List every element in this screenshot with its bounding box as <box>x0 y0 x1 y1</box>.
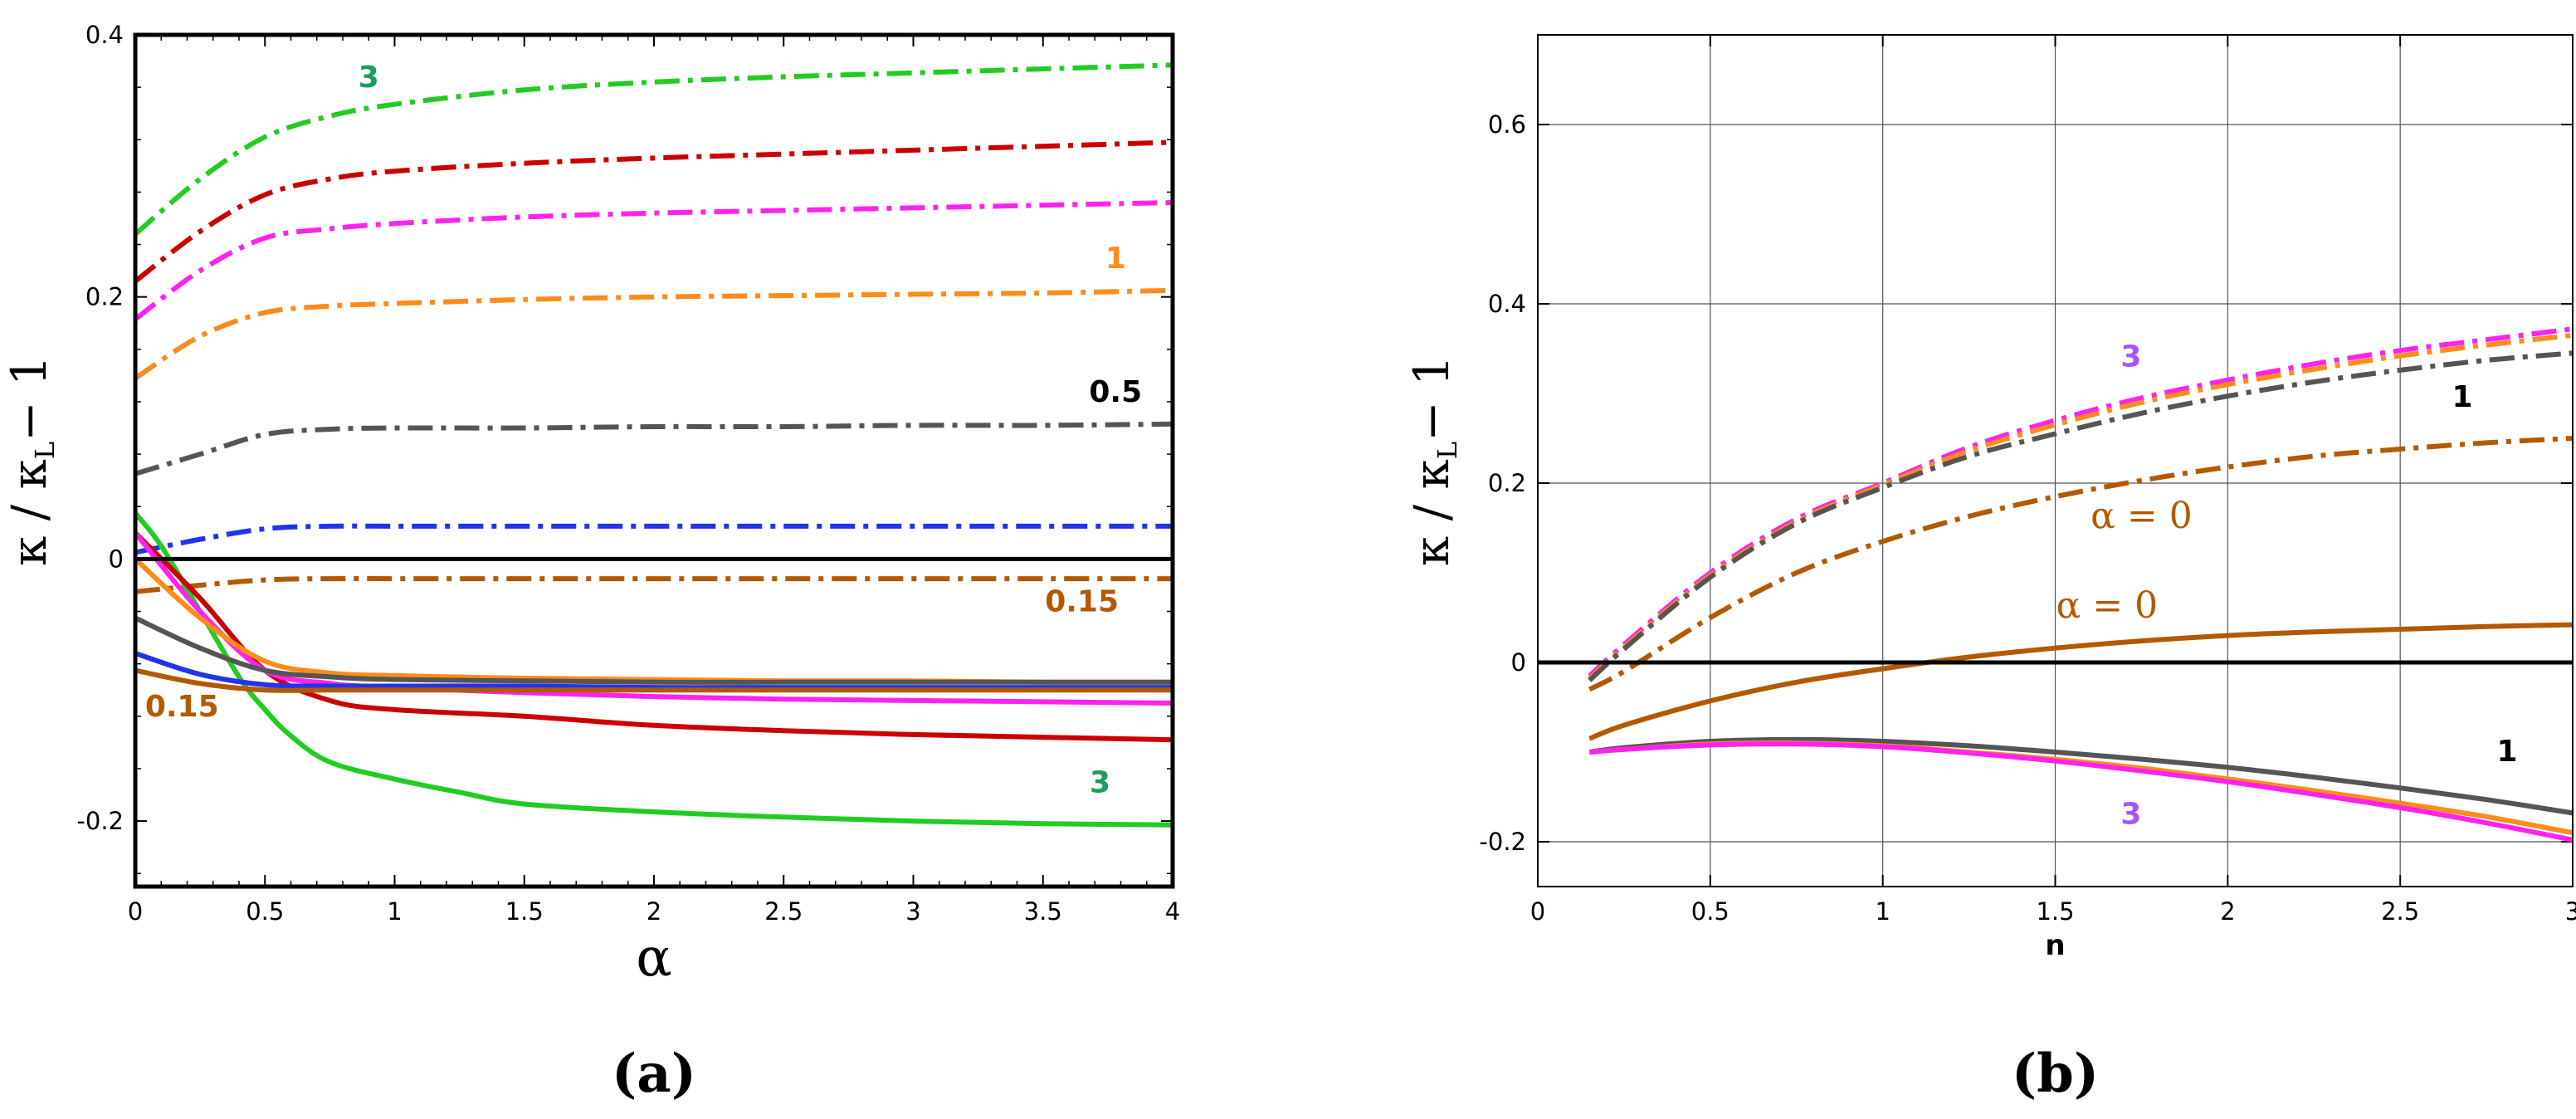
annotation-label: 0.15 <box>1045 585 1119 619</box>
series-line <box>134 200 1173 321</box>
chart-b-tick-labels: 0 0.5 1 1.5 2 2.5 3 -0.2 0 0.2 0.4 0.6 <box>1479 110 2576 926</box>
chart-b-x-axis-label: n <box>2045 929 2065 962</box>
y-tick-label: 0 <box>1511 648 1526 677</box>
panel-label-b: (b) <box>2012 1043 2099 1105</box>
y-tick-label: 0.2 <box>85 283 124 311</box>
y-tick-label: -0.2 <box>76 807 124 835</box>
chart-a-series <box>133 62 1173 828</box>
chart-a-x-axis-label: α <box>636 927 671 989</box>
series-line <box>134 287 1173 381</box>
y-tick-label: -0.2 <box>1479 828 1526 856</box>
series-line <box>1588 326 2574 678</box>
chart-a-annotations: 3 1 0.5 0.15 0.15 3 <box>145 61 1142 799</box>
annotation-label: 3 <box>359 61 379 95</box>
series-line <box>134 615 1173 685</box>
series-line <box>134 62 1173 237</box>
series-line <box>134 575 1173 594</box>
annotation-label: α = 0 <box>2056 584 2159 627</box>
x-tick-label: 3 <box>2565 897 2576 926</box>
annotation-label: 3 <box>2120 340 2141 374</box>
annotation-label: 3 <box>1090 765 1110 799</box>
panel-label-a: (a) <box>612 1043 696 1105</box>
ylabel-tail: − 1 <box>1 355 57 442</box>
series-line <box>1588 622 2574 741</box>
series-line <box>1588 350 2574 682</box>
ylabel-sub: L <box>1432 442 1463 459</box>
annotation-label: 1 <box>1105 242 1126 276</box>
x-tick-label: 1.5 <box>2036 897 2074 926</box>
x-tick-label: 2.5 <box>764 897 803 926</box>
x-tick-label: 2.5 <box>2381 897 2419 926</box>
series-line <box>133 511 1173 828</box>
y-tick-label: 0.4 <box>85 21 124 49</box>
y-tick-label: 0.2 <box>1488 469 1526 497</box>
x-tick-label: 0 <box>128 897 143 926</box>
ylabel-kappa: κ <box>1403 536 1460 566</box>
ylabel-sub: L <box>29 442 61 459</box>
chart-panel-b: 0 0.5 1 1.5 2 2.5 3 -0.2 0 0.2 0.4 0.6 3 1 α = 0 α = 0… <box>1403 34 2576 1105</box>
series-line <box>1588 736 2574 816</box>
ylabel-kappa: κ <box>1 536 57 566</box>
series-line <box>134 139 1173 284</box>
series-line <box>133 530 1173 743</box>
chart-a-tick-labels: 0 0.5 1 1.5 2 2.5 3 3.5 4 -0.2 0 0.2 0.4 <box>76 21 1180 926</box>
series-line <box>1589 741 2574 843</box>
y-tick-label: 0.4 <box>1488 290 1526 318</box>
x-tick-label: 1.5 <box>505 897 544 926</box>
x-tick-label: 1 <box>1875 897 1890 926</box>
x-tick-label: 0.5 <box>246 897 284 926</box>
ylabel-slash: / κ <box>1403 459 1460 536</box>
x-tick-label: 1 <box>387 897 402 926</box>
x-tick-label: 3.5 <box>1024 897 1062 926</box>
chart-panel-a: 0 0.5 1 1.5 2 2.5 3 3.5 4 -0.2 0 0.2 0.4 3 1 0.5 0.15 0.… <box>1 21 1180 1105</box>
y-tick-label: 0.6 <box>1488 110 1526 139</box>
chart-b-series <box>1538 326 2574 843</box>
annotation-label: 1 <box>2452 380 2472 414</box>
annotation-label: α = 0 <box>2091 495 2193 537</box>
x-tick-label: 2 <box>2220 897 2235 926</box>
ylabel-slash: / κ <box>1 459 57 536</box>
annotation-label: 3 <box>2120 797 2141 831</box>
chart-a-y-axis-label: κ / κL− 1 <box>1 355 61 566</box>
x-tick-label: 0 <box>1530 897 1545 926</box>
x-tick-label: 4 <box>1165 897 1180 926</box>
series-line <box>134 667 1173 693</box>
annotation-label: 1 <box>2496 735 2517 769</box>
chart-b-frame <box>1537 34 2574 887</box>
series-line <box>134 651 1173 691</box>
annotation-label: 0.15 <box>145 690 219 724</box>
series-line <box>1588 436 2574 692</box>
series-line <box>134 523 1173 555</box>
chart-b-y-axis-label: κ / κL− 1 <box>1403 355 1463 566</box>
series-line <box>133 530 1173 706</box>
y-tick-label: 0 <box>109 545 124 573</box>
x-tick-label: 2 <box>646 897 661 926</box>
series-line <box>134 421 1173 476</box>
chart-b-annotations: 3 1 α = 0 α = 0 1 3 <box>2056 340 2518 832</box>
x-tick-label: 3 <box>905 897 920 926</box>
annotation-label: 0.5 <box>1089 375 1142 409</box>
series-line <box>1588 332 2574 681</box>
chart-a-ticks <box>134 34 1173 887</box>
chart-a-frame <box>133 32 1175 889</box>
x-tick-label: 0.5 <box>1691 897 1730 926</box>
ylabel-tail: − 1 <box>1403 355 1460 442</box>
